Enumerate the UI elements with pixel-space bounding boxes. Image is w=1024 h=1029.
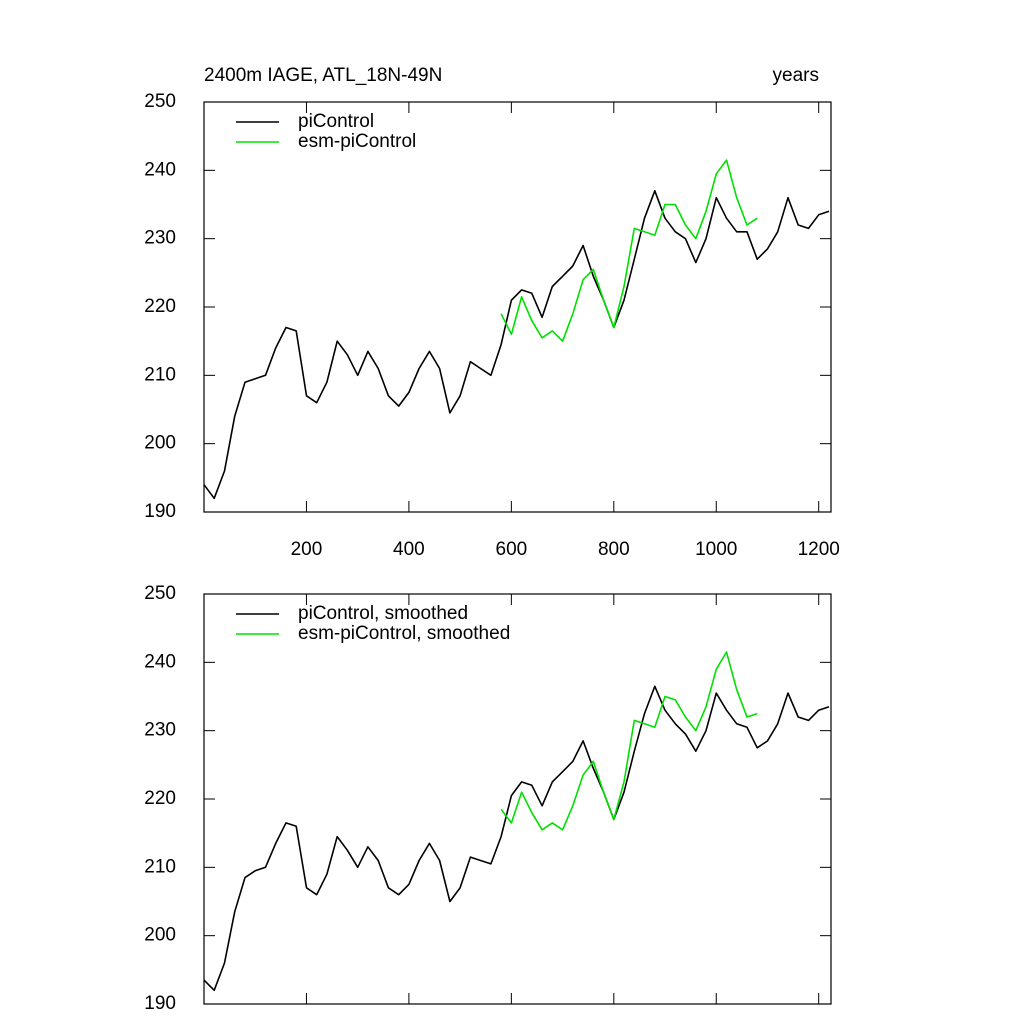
x-tick-label: 1000 bbox=[695, 539, 737, 560]
series-line bbox=[500, 159, 758, 342]
series-line bbox=[203, 190, 830, 500]
x-tick-label: 800 bbox=[598, 539, 630, 560]
plot-frame bbox=[203, 593, 832, 1005]
y-tick-label: 210 bbox=[144, 856, 176, 877]
x-tick-label: 1200 bbox=[798, 539, 840, 560]
y-tick-label: 200 bbox=[144, 925, 176, 946]
y-tick-label: 220 bbox=[144, 788, 176, 809]
y-tick-label: 240 bbox=[144, 159, 176, 180]
y-tick-label: 190 bbox=[144, 501, 176, 522]
legend-label: piControl bbox=[298, 111, 374, 132]
series-line bbox=[203, 685, 830, 992]
y-tick-label: 200 bbox=[144, 433, 176, 454]
y-tick-label: 190 bbox=[144, 993, 176, 1014]
legend-label: esm-piControl, smoothed bbox=[298, 623, 510, 644]
legend-label: piControl, smoothed bbox=[298, 603, 468, 624]
y-tick-label: 230 bbox=[144, 720, 176, 741]
legend-label: esm-piControl bbox=[298, 131, 416, 152]
y-tick-label: 250 bbox=[144, 91, 176, 112]
y-tick-label: 230 bbox=[144, 228, 176, 249]
series-line bbox=[500, 651, 758, 831]
y-tick-label: 240 bbox=[144, 651, 176, 672]
chart-title: 2400m IAGE, ATL_18N-49N bbox=[204, 65, 442, 86]
y-tick-label: 220 bbox=[144, 296, 176, 317]
right-title: years bbox=[773, 65, 819, 86]
plot-frame bbox=[203, 101, 832, 513]
x-tick-label: 600 bbox=[496, 539, 528, 560]
x-tick-label: 400 bbox=[393, 539, 425, 560]
x-tick-label: 200 bbox=[291, 539, 323, 560]
y-tick-label: 210 bbox=[144, 364, 176, 385]
y-tick-label: 250 bbox=[144, 583, 176, 604]
